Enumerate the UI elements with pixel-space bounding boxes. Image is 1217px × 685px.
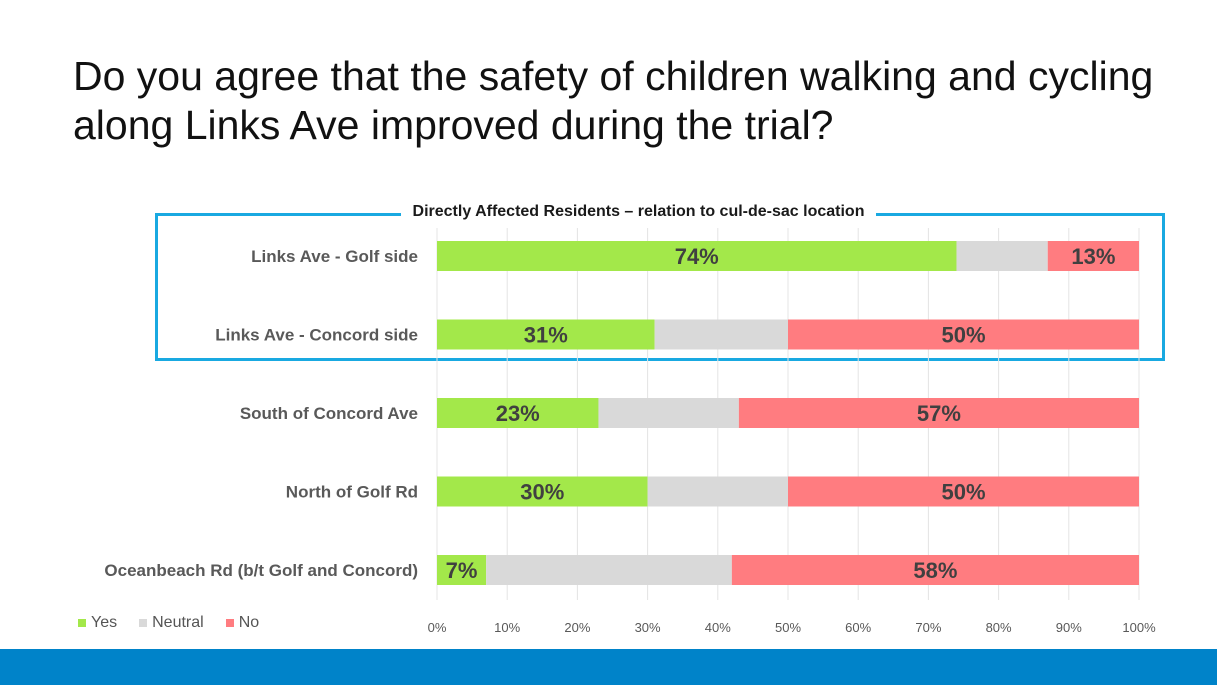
x-tick-label: 70% [915, 620, 941, 635]
bar-segment-no [788, 476, 1139, 507]
stacked-bar-chart: 0% 10% 20% 30% 40% 50% 60% 70% 80% 90% 100% Links A… [104, 228, 1156, 635]
data-label: 30% [520, 480, 564, 505]
x-tick-label: 10% [494, 620, 520, 635]
category-label: South of Concord Ave [240, 404, 418, 423]
bar-segment-yes [437, 241, 957, 271]
bar-segment-neutral [598, 398, 739, 428]
legend-label-no: No [238, 614, 260, 631]
chart-legend: Yes Neutral No [78, 614, 259, 632]
category-label: Oceanbeach Rd (b/t Golf and Concord) [104, 561, 418, 580]
bar-segment-neutral [486, 555, 732, 585]
data-label: 58% [913, 558, 957, 583]
data-label: 23% [496, 401, 540, 426]
bar-segment-neutral [654, 319, 788, 350]
x-tick-label: 50% [775, 620, 801, 635]
bar-segment-yes [437, 555, 487, 585]
legend-swatch-neutral [139, 619, 148, 627]
x-tick-label: 20% [564, 620, 590, 635]
group-label: Directly Affected Residents – relation t… [400, 203, 877, 220]
bar-segment-no [738, 398, 1139, 428]
bar-segment-neutral [647, 476, 788, 507]
category-label: North of Golf Rd [286, 483, 418, 502]
legend-swatch-yes [78, 619, 86, 627]
data-label: 31% [524, 323, 568, 348]
category-label: Links Ave - Concord side [215, 326, 418, 345]
bar-segment-yes [437, 476, 648, 507]
data-label: 74% [675, 244, 719, 269]
x-tick-label: 80% [986, 620, 1012, 635]
legend-item-neutral: Neutral [139, 614, 204, 632]
category-label: Links Ave - Golf side [251, 247, 418, 266]
bar-segment-no [1047, 241, 1139, 271]
x-tick-label: 100% [1122, 620, 1156, 635]
data-label: 57% [917, 401, 961, 426]
bar-segment-no [731, 555, 1139, 585]
footer-bar [0, 649, 1217, 685]
bar-segment-neutral [956, 241, 1048, 271]
chart-title: Do you agree that the safety of children… [73, 53, 1154, 148]
legend-label-yes: Yes [91, 614, 118, 631]
bar-segment-yes [437, 398, 599, 428]
bar-segment-no [788, 319, 1139, 350]
data-label: 50% [941, 323, 985, 348]
x-tick-label: 60% [845, 620, 871, 635]
data-label: 7% [446, 558, 478, 583]
x-tick-label: 30% [635, 620, 661, 635]
legend-item-yes: Yes [78, 614, 117, 632]
x-tick-label: 40% [705, 620, 731, 635]
x-tick-label: 0% [428, 620, 447, 635]
data-label: 13% [1071, 244, 1115, 269]
legend-swatch-no [225, 619, 234, 627]
legend-label-neutral: Neutral [152, 614, 204, 631]
legend-item-no: No [225, 614, 260, 632]
data-label: 50% [941, 480, 985, 505]
bar-segment-yes [437, 319, 655, 350]
x-tick-label: 90% [1056, 620, 1082, 635]
